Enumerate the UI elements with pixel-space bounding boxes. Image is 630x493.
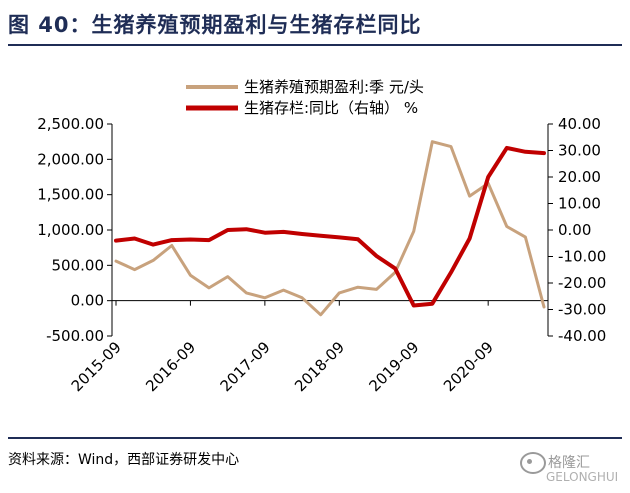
left-axis-tick-label: 0.00 [71, 292, 104, 310]
right-axis-tick-label: -10.00 [558, 248, 606, 266]
right-axis-tick-label: -40.00 [558, 327, 606, 345]
figure-header: 图 40：生猪养殖预期盈利与生猪存栏同比 [0, 0, 630, 44]
header-divider [8, 44, 622, 46]
right-axis-tick-label: 10.00 [558, 195, 601, 213]
footer-divider [8, 437, 622, 439]
left-axis-tick-label: 2,000.00 [37, 150, 104, 168]
left-axis-tick-label: 1,500.00 [37, 186, 104, 204]
series-line-inventory [114, 145, 546, 308]
x-axis-tick-label: 2016-09 [142, 338, 199, 395]
legend-label-profit: 生猪养殖预期盈利:季 元/头 [244, 78, 424, 96]
watermark: 格隆汇 GELONGHUI [520, 446, 624, 488]
right-axis-tick-label: 40.00 [558, 115, 601, 133]
right-axis-tick-label: -30.00 [558, 301, 606, 319]
source-note: 资料来源：Wind，西部证券研发中心 [8, 452, 240, 468]
x-axis-tick-label: 2017-09 [217, 338, 274, 395]
chart-title: 图 40：生猪养殖预期盈利与生猪存栏同比 [8, 13, 422, 37]
right-axis-tick-label: 0.00 [558, 221, 591, 239]
series-line-profit [114, 140, 546, 317]
watermark-logo-icon [520, 452, 546, 474]
chart-series [114, 140, 546, 317]
left-axis-tick-label: -500.00 [46, 327, 104, 345]
left-axis-tick-label: 500.00 [52, 256, 105, 274]
left-axis-tick-label: 1,000.00 [37, 221, 104, 239]
x-axis-tick-label: 2019-09 [366, 338, 423, 395]
left-axis-tick-label: 2,500.00 [37, 115, 104, 133]
x-axis-tick-label: 2018-09 [291, 338, 348, 395]
watermark-subtext: GELONGHUI [546, 470, 619, 484]
right-axis-tick-label: 30.00 [558, 142, 601, 160]
watermark-text: 格隆汇 [548, 455, 590, 471]
legend-label-inventory: 生猪存栏:同比（右轴） % [244, 99, 418, 117]
right-axis-tick-label: -20.00 [558, 274, 606, 292]
x-axis-tick-label: 2020-09 [440, 338, 497, 395]
right-axis-tick-label: 20.00 [558, 168, 601, 186]
chart-axes: -500.00 0.00 500.00 1,000.00 1,500.00 2,000.0… [37, 115, 606, 395]
x-axis-tick-label: 2015-09 [68, 338, 125, 395]
